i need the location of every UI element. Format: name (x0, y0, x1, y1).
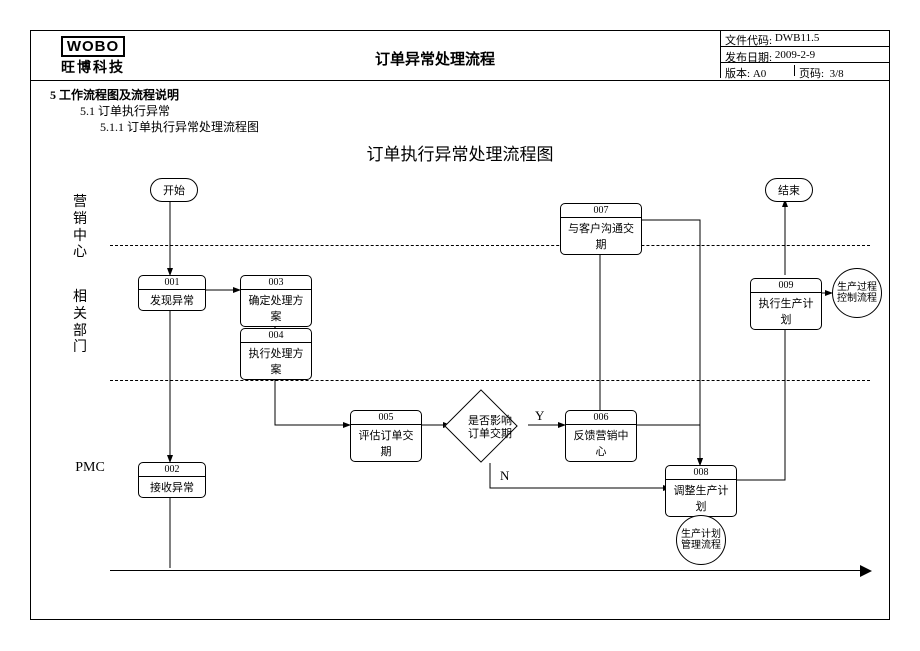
node-decision-label: 是否影响订单交期 (450, 415, 530, 441)
header-separator (30, 80, 890, 81)
node-003: 003 确定处理方案 (240, 275, 312, 327)
decision-no-label: N (500, 468, 509, 484)
lane-separator-1 (110, 245, 870, 246)
meta-date-row: 发布日期: 2009-2-9 (720, 46, 890, 62)
node-003-label: 确定处理方案 (241, 290, 311, 326)
logo-text-bottom: 旺博科技 (61, 57, 125, 77)
node-006: 006 反馈营销中心 (565, 410, 637, 462)
node-008: 008 调整生产计划 (665, 465, 737, 517)
node-005-num: 005 (351, 411, 421, 425)
connector-plan: 生产计划管理流程 (676, 515, 726, 565)
meta-page-value: 3/8 (830, 68, 844, 80)
node-009: 009 执行生产计划 (750, 278, 822, 330)
lane-label-pmc: PMC (70, 460, 110, 477)
meta-ver-label: 版本: (725, 68, 750, 80)
node-007-num: 007 (561, 204, 641, 218)
section-5-1-1: 5.1.1 订单执行异常处理流程图 (100, 118, 259, 135)
node-006-label: 反馈营销中心 (566, 425, 636, 461)
lane-label-dept: 相关部门 (70, 290, 90, 357)
node-007: 007 与客户沟通交期 (560, 203, 642, 255)
meta-page-label: 页码: (799, 68, 824, 80)
node-002: 002 接收异常 (138, 462, 206, 498)
node-005-label: 评估订单交期 (351, 425, 421, 461)
meta-ver-value: A0 (753, 68, 766, 80)
node-start: 开始 (150, 178, 198, 202)
lane-label-marketing: 营销中心 (70, 195, 90, 262)
timeline-axis (110, 570, 870, 571)
node-009-num: 009 (751, 279, 821, 293)
logo: WOBO 旺博科技 (38, 36, 148, 76)
node-end: 结束 (765, 178, 813, 202)
lane-label-marketing-text: 营销中心 (73, 195, 87, 260)
decision-yes-label: Y (535, 408, 544, 424)
meta-date-label: 发布日期: (725, 49, 772, 60)
section-5-1: 5.1 订单执行异常 (80, 102, 170, 119)
node-002-num: 002 (139, 463, 205, 477)
meta-code-label: 文件代码: (725, 32, 772, 44)
node-005: 005 评估订单交期 (350, 410, 422, 462)
logo-text-top: WOBO (61, 36, 125, 57)
meta-date-value: 2009-2-9 (775, 49, 815, 60)
node-007-label: 与客户沟通交期 (561, 218, 641, 254)
doc-meta: 文件代码: DWB11.5 发布日期: 2009-2-9 版本: A0 页码: … (720, 30, 890, 78)
chart-title: 订单执行异常处理流程图 (0, 140, 920, 165)
node-001: 001 发现异常 (138, 275, 206, 311)
node-008-label: 调整生产计划 (666, 480, 736, 516)
connector-ctrl: 生产过程控制流程 (832, 268, 882, 318)
meta-code-value: DWB11.5 (775, 32, 820, 44)
meta-ver-row: 版本: A0 页码: 3/8 (720, 62, 890, 78)
node-004-label: 执行处理方案 (241, 343, 311, 379)
lane-separator-2 (110, 380, 870, 381)
node-002-label: 接收异常 (139, 477, 205, 497)
node-008-num: 008 (666, 466, 736, 480)
node-009-label: 执行生产计划 (751, 293, 821, 329)
node-006-num: 006 (566, 411, 636, 425)
node-004-num: 004 (241, 329, 311, 343)
meta-code-row: 文件代码: DWB11.5 (720, 30, 890, 46)
lane-label-dept-text: 相关部门 (73, 290, 87, 355)
section-5: 5 工作流程图及流程说明 (50, 86, 179, 103)
node-003-num: 003 (241, 276, 311, 290)
node-001-num: 001 (139, 276, 205, 290)
node-004: 004 执行处理方案 (240, 328, 312, 380)
node-001-label: 发现异常 (139, 290, 205, 310)
doc-title: 订单异常处理流程 (150, 36, 720, 80)
